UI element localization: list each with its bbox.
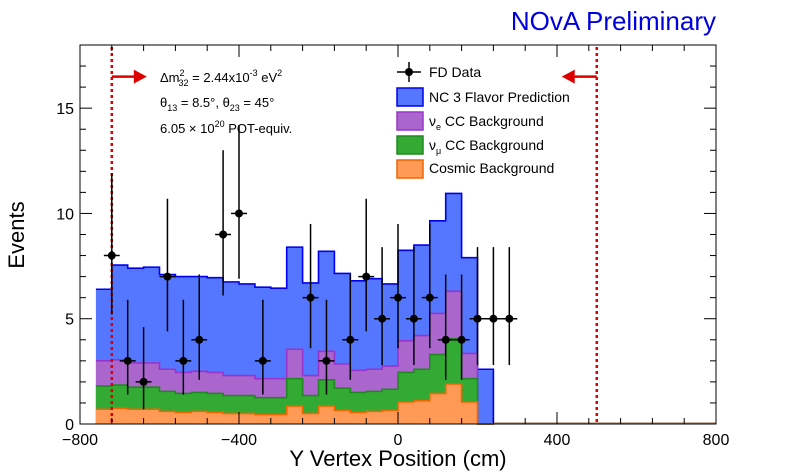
legend-swatch-cosmic [396, 159, 424, 179]
data-marker [425, 293, 434, 302]
data-point [374, 247, 391, 366]
stacked-histograms [95, 192, 716, 425]
legend-swatch-numu [396, 135, 424, 155]
data-point [318, 299, 335, 395]
data-point [119, 299, 136, 395]
x-tick-label: 0 [394, 432, 403, 449]
data-point [231, 125, 247, 279]
legend-entry-numu-cc: νμ CC Background [396, 135, 544, 156]
y-tick-label: 5 [65, 312, 74, 329]
x-tick-label: 800 [703, 432, 730, 449]
data-marker [489, 314, 498, 323]
data-point [358, 198, 375, 332]
data-marker [139, 377, 148, 386]
data-point [175, 299, 192, 395]
legend-label-nue: νe CC Background [429, 113, 544, 132]
data-marker [409, 314, 418, 323]
data-marker [322, 356, 331, 365]
x-tick-label: −800 [62, 432, 98, 449]
data-point [453, 274, 470, 380]
data-point [469, 247, 486, 366]
data-marker [258, 356, 267, 365]
y-tick-label: 10 [56, 206, 74, 223]
data-point [421, 223, 438, 349]
hist-fill-e-cc-background [95, 291, 716, 424]
data-marker [457, 335, 466, 344]
legend-marker-point [405, 68, 413, 76]
data-points [103, 125, 518, 410]
legend-entry-fd-data: FD Data [397, 62, 481, 82]
data-point [159, 198, 176, 332]
data-marker [505, 314, 514, 323]
legend: FD Data NC 3 Flavor Prediction νe CC Bac… [396, 62, 570, 179]
data-marker [362, 272, 371, 281]
legend-label-fd-data: FD Data [429, 64, 481, 80]
data-point [215, 150, 232, 296]
legend-label-cosmic: Cosmic Background [429, 160, 554, 176]
data-point [501, 247, 518, 366]
data-marker [306, 293, 315, 302]
data-point [485, 247, 502, 366]
data-point [135, 327, 152, 410]
data-point [405, 247, 422, 366]
data-point [342, 274, 359, 380]
data-marker [441, 335, 450, 344]
x-axis-label: Y Vertex Position (cm) [289, 446, 506, 471]
data-marker [346, 335, 355, 344]
data-marker [394, 293, 402, 302]
annotation-dm2: Δm2 32 = 2.44x10-3 eV2 [160, 68, 282, 88]
data-marker [378, 314, 387, 323]
data-point [390, 223, 406, 349]
y-tick-label: 15 [56, 101, 74, 118]
data-marker [235, 209, 243, 218]
data-point [103, 173, 120, 315]
cut-arrow-head-0 [133, 69, 147, 84]
legend-swatch-nue [396, 111, 424, 131]
data-marker [195, 335, 204, 344]
hist-fill-nc-3-flavor-prediction [95, 193, 716, 424]
data-marker [179, 356, 188, 365]
y-axis-label: Events [4, 201, 29, 268]
legend-label-nc: NC 3 Flavor Prediction [429, 89, 570, 105]
x-tick-label: 400 [544, 432, 571, 449]
data-marker [107, 251, 116, 260]
x-tick-label: −400 [221, 432, 257, 449]
data-point [191, 274, 208, 380]
data-marker [123, 356, 132, 365]
legend-entry-nc-prediction: NC 3 Flavor Prediction [396, 87, 570, 107]
chart-title: NOvA Preliminary [511, 6, 716, 36]
legend-entry-nue-cc: νe CC Background [396, 111, 544, 132]
data-point [302, 223, 319, 349]
data-marker [163, 272, 172, 281]
data-marker [473, 314, 482, 323]
data-marker [219, 230, 228, 239]
cut-arrow-head-1 [561, 69, 575, 84]
legend-label-numu: νμ CC Background [429, 137, 544, 156]
legend-entry-cosmic: Cosmic Background [396, 159, 554, 179]
data-point [437, 274, 454, 380]
y-tick-label: 0 [65, 417, 74, 434]
annotation-pot: 6.05 × 1020 POT-equiv. [160, 119, 292, 136]
legend-swatch-nc [396, 87, 424, 107]
data-point [254, 299, 271, 395]
hist-fill-cc-background [95, 338, 716, 424]
axes: −800 −400 0 400 800 0 5 10 15 [56, 44, 730, 449]
annotation-thetas: θ13 = 8.5°, θ23 = 45° [160, 95, 274, 113]
